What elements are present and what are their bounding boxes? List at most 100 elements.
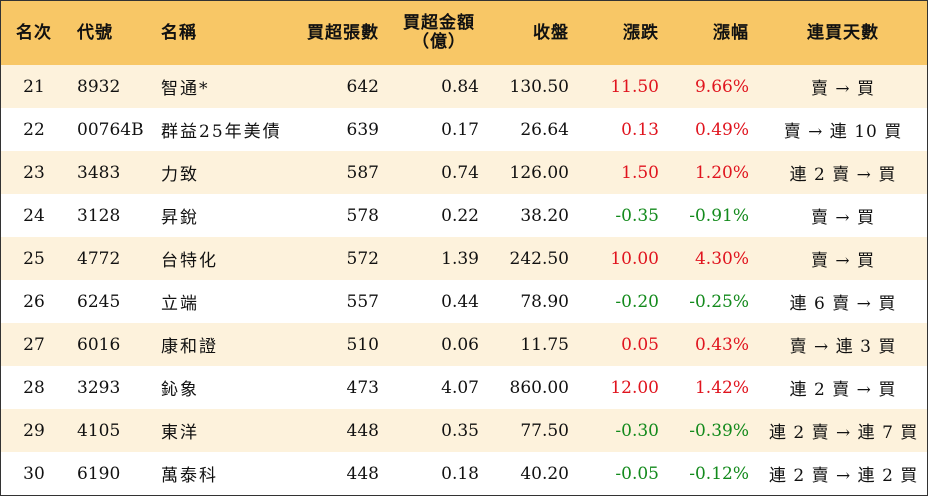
net-buy-amount-cell: 0.06 — [441, 334, 479, 355]
change-pct-cell: 1.20% — [694, 162, 749, 183]
net-buy-amount-cell: 0.74 — [441, 162, 479, 183]
change-cell: -0.35 — [615, 205, 659, 226]
header-net-buy-amount-line1: 買超金額 — [403, 13, 475, 33]
change-pct-cell: 9.66% — [694, 76, 749, 97]
change-pct-cell: -0.12% — [689, 463, 749, 484]
change-cell: 1.50 — [621, 162, 659, 183]
table-row: 25 4772 台特化 572 1.39 242.50 10.00 4.30% … — [1, 237, 927, 280]
streak-cell: 連 2 賣 → 買 — [789, 380, 897, 400]
header-net-buy-amount: 買超金額 （億） — [389, 1, 489, 65]
close-cell: 242.50 — [509, 248, 569, 269]
net-buy-amount-cell: 0.18 — [441, 463, 479, 484]
table-row: 29 4105 東洋 448 0.35 77.50 -0.30 -0.39% 連… — [1, 409, 927, 452]
close-cell: 77.50 — [520, 420, 569, 441]
name-cell: 康和證 — [161, 337, 218, 357]
net-buy-lots-cell: 587 — [346, 162, 379, 183]
table-row: 22 00764B 群益25年美債 639 0.17 26.64 0.13 0.… — [1, 108, 927, 151]
net-buy-amount-cell: 1.39 — [441, 248, 479, 269]
close-cell: 11.75 — [520, 334, 569, 355]
net-buy-lots-cell: 578 — [346, 205, 379, 226]
table-row: 27 6016 康和證 510 0.06 11.75 0.05 0.43% 賣 … — [1, 323, 927, 366]
rank-cell: 23 — [23, 162, 45, 183]
rank-cell: 22 — [23, 119, 45, 140]
header-code: 代號 — [77, 22, 113, 43]
name-cell: 群益25年美債 — [161, 122, 282, 142]
code-cell: 4105 — [77, 420, 121, 441]
table-row: 24 3128 昇銳 578 0.22 38.20 -0.35 -0.91% 賣… — [1, 194, 927, 237]
change-cell: -0.30 — [615, 420, 659, 441]
streak-cell: 連 6 賣 → 買 — [789, 294, 897, 314]
net-buy-lots-cell: 448 — [346, 463, 379, 484]
streak-cell: 連 2 賣 → 連 7 買 — [769, 423, 919, 443]
change-cell: 12.00 — [610, 377, 659, 398]
change-cell: -0.20 — [615, 291, 659, 312]
rank-cell: 29 — [23, 420, 45, 441]
change-pct-cell: -0.39% — [689, 420, 749, 441]
change-pct-cell: -0.25% — [689, 291, 749, 312]
close-cell: 860.00 — [509, 377, 569, 398]
net-buy-amount-cell: 0.84 — [441, 76, 479, 97]
close-cell: 78.90 — [520, 291, 569, 312]
net-buy-amount-cell: 0.17 — [441, 119, 479, 140]
code-cell: 3483 — [77, 162, 121, 183]
change-cell: 10.00 — [610, 248, 659, 269]
streak-cell: 賣 → 買 — [810, 79, 876, 99]
table-row: 21 8932 智通* 642 0.84 130.50 11.50 9.66% … — [1, 65, 927, 108]
rank-cell: 24 — [23, 205, 45, 226]
code-cell: 00764B — [77, 119, 144, 140]
rank-cell: 21 — [23, 76, 45, 97]
net-buy-amount-cell: 0.35 — [441, 420, 479, 441]
table-row: 26 6245 立端 557 0.44 78.90 -0.20 -0.25% 連… — [1, 280, 927, 323]
close-cell: 130.50 — [509, 76, 569, 97]
table-row: 30 6190 萬泰科 448 0.18 40.20 -0.05 -0.12% … — [1, 452, 927, 495]
header-net-buy-amount-unit: （億） — [412, 32, 466, 52]
code-cell: 4772 — [77, 248, 121, 269]
name-cell: 鈊象 — [161, 380, 199, 400]
change-cell: 0.05 — [621, 334, 659, 355]
code-cell: 3293 — [77, 377, 121, 398]
rank-cell: 26 — [23, 291, 45, 312]
change-pct-cell: 4.30% — [694, 248, 749, 269]
net-buy-amount-cell: 0.22 — [441, 205, 479, 226]
header-close: 收盤 — [533, 22, 569, 43]
change-cell: 11.50 — [610, 76, 659, 97]
code-cell: 6245 — [77, 291, 121, 312]
rank-cell: 30 — [23, 463, 45, 484]
name-cell: 智通* — [161, 79, 210, 99]
streak-cell: 連 2 賣 → 買 — [789, 165, 897, 185]
header-net-buy-lots: 買超張數 — [307, 22, 379, 43]
streak-cell: 賣 → 連 3 買 — [789, 337, 897, 357]
rank-cell: 28 — [23, 377, 45, 398]
code-cell: 6190 — [77, 463, 121, 484]
change-cell: 0.13 — [621, 119, 659, 140]
net-buy-lots-cell: 557 — [346, 291, 379, 312]
code-cell: 6016 — [77, 334, 121, 355]
streak-cell: 賣 → 連 10 買 — [783, 122, 903, 142]
close-cell: 40.20 — [520, 463, 569, 484]
table-row: 23 3483 力致 587 0.74 126.00 1.50 1.20% 連 … — [1, 151, 927, 194]
net-buy-amount-cell: 4.07 — [441, 377, 479, 398]
net-buy-lots-cell: 639 — [346, 119, 379, 140]
streak-cell: 賣 → 買 — [810, 251, 876, 271]
table-row: 28 3293 鈊象 473 4.07 860.00 12.00 1.42% 連… — [1, 366, 927, 409]
name-cell: 立端 — [161, 294, 199, 314]
name-cell: 台特化 — [161, 251, 218, 271]
change-cell: -0.05 — [615, 463, 659, 484]
net-buy-lots-cell: 572 — [346, 248, 379, 269]
header-name: 名稱 — [161, 22, 197, 43]
header-change-pct: 漲幅 — [713, 22, 749, 43]
header-row: 名次 代號 名稱 買超張數 買超金額 （億） 收盤 漲跌 漲幅 連買天數 — [1, 1, 927, 65]
change-pct-cell: 1.42% — [694, 377, 749, 398]
rank-cell: 27 — [23, 334, 45, 355]
name-cell: 昇銳 — [161, 208, 199, 228]
name-cell: 萬泰科 — [161, 466, 218, 486]
net-buy-lots-cell: 448 — [346, 420, 379, 441]
change-pct-cell: 0.43% — [694, 334, 749, 355]
code-cell: 8932 — [77, 76, 121, 97]
table-body: 21 8932 智通* 642 0.84 130.50 11.50 9.66% … — [1, 65, 927, 495]
rank-cell: 25 — [23, 248, 45, 269]
net-buy-lots-cell: 510 — [346, 334, 379, 355]
name-cell: 力致 — [161, 165, 199, 185]
